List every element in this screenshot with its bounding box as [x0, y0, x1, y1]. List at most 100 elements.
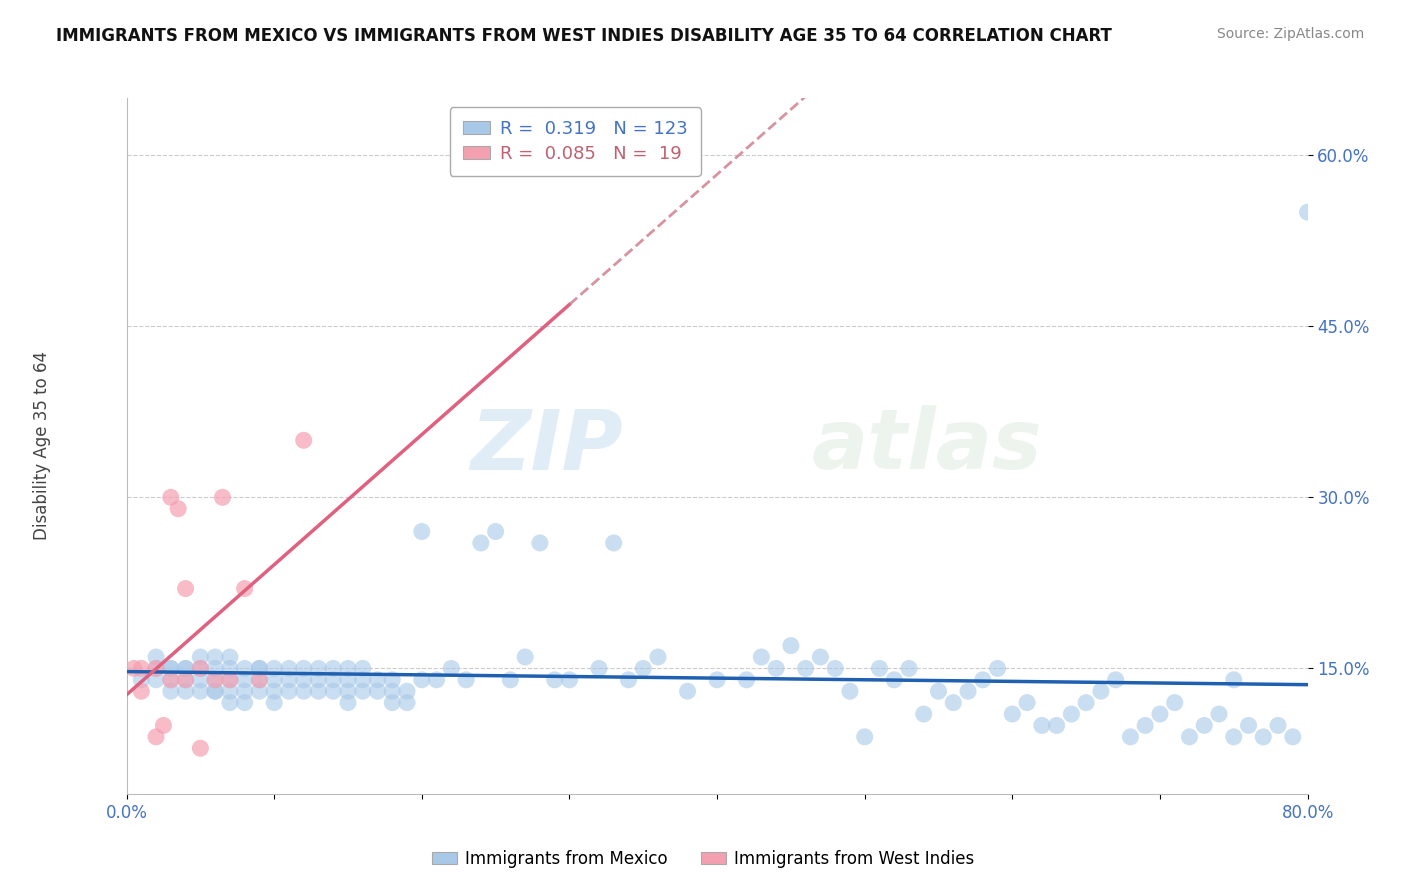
Point [987, 661, 1010, 675]
Point [381, 673, 404, 687]
Point [396, 696, 419, 710]
Point [352, 673, 374, 687]
Point [233, 673, 256, 687]
Text: Disability Age 35 to 64: Disability Age 35 to 64 [34, 351, 51, 541]
Point [1164, 696, 1187, 710]
Point [1105, 673, 1128, 687]
Point [307, 684, 329, 698]
Point [307, 661, 329, 675]
Point [484, 524, 508, 539]
Point [292, 434, 315, 448]
Point [1208, 706, 1230, 721]
Point [676, 684, 699, 698]
Point [454, 673, 477, 687]
Point [1282, 730, 1305, 744]
Point [188, 673, 211, 687]
Point [631, 661, 654, 675]
Point [247, 673, 270, 687]
Point [263, 661, 285, 675]
Point [159, 661, 183, 675]
Point [145, 673, 167, 687]
Point [1178, 730, 1201, 744]
Point [337, 696, 360, 710]
Legend: Immigrants from Mexico, Immigrants from West Indies: Immigrants from Mexico, Immigrants from … [425, 844, 981, 875]
Point [188, 661, 211, 675]
Point [810, 650, 832, 665]
Point [603, 536, 626, 550]
Point [470, 536, 492, 550]
Point [322, 661, 344, 675]
Point [188, 684, 211, 698]
Point [204, 673, 226, 687]
Point [204, 650, 226, 665]
Point [824, 661, 846, 675]
Point [1222, 673, 1246, 687]
Point [588, 661, 610, 675]
Point [838, 684, 860, 698]
Point [765, 661, 787, 675]
Point [247, 661, 270, 675]
Point [204, 673, 226, 687]
Text: IMMIGRANTS FROM MEXICO VS IMMIGRANTS FROM WEST INDIES DISABILITY AGE 35 TO 64 CO: IMMIGRANTS FROM MEXICO VS IMMIGRANTS FRO… [56, 27, 1112, 45]
Point [307, 673, 329, 687]
Point [204, 684, 226, 698]
Point [942, 696, 965, 710]
Point [1017, 696, 1039, 710]
Point [219, 684, 242, 698]
Point [1251, 730, 1274, 744]
Point [322, 684, 344, 698]
Point [145, 650, 167, 665]
Point [869, 661, 891, 675]
Point [278, 673, 301, 687]
Point [928, 684, 950, 698]
Point [529, 536, 551, 550]
Text: Source: ZipAtlas.com: Source: ZipAtlas.com [1216, 27, 1364, 41]
Point [617, 673, 640, 687]
Point [233, 684, 256, 698]
Point [263, 696, 285, 710]
Point [1296, 205, 1319, 219]
Point [425, 673, 447, 687]
Point [219, 696, 242, 710]
Point [1031, 718, 1053, 732]
Point [278, 684, 301, 698]
Point [188, 650, 211, 665]
Point [1133, 718, 1156, 732]
Point [204, 661, 226, 675]
Point [794, 661, 817, 675]
Text: atlas: atlas [811, 406, 1042, 486]
Point [129, 673, 153, 687]
Point [1149, 706, 1171, 721]
Point [1119, 730, 1142, 744]
Point [188, 661, 211, 675]
Point [558, 673, 581, 687]
Point [174, 582, 197, 596]
Point [159, 684, 183, 698]
Point [174, 673, 197, 687]
Point [263, 684, 285, 698]
Point [159, 673, 183, 687]
Point [366, 673, 388, 687]
Point [247, 661, 270, 675]
Point [1076, 696, 1098, 710]
Point [499, 673, 522, 687]
Point [233, 582, 256, 596]
Point [366, 684, 388, 698]
Point [174, 661, 197, 675]
Point [411, 673, 433, 687]
Point [956, 684, 979, 698]
Point [263, 673, 285, 687]
Text: ZIP: ZIP [470, 406, 623, 486]
Point [411, 524, 433, 539]
Point [219, 650, 242, 665]
Point [292, 684, 315, 698]
Point [219, 673, 242, 687]
Point [167, 501, 190, 516]
Point [1090, 684, 1112, 698]
Point [751, 650, 773, 665]
Point [219, 661, 242, 675]
Point [292, 673, 315, 687]
Point [1267, 718, 1289, 732]
Point [381, 696, 404, 710]
Point [1237, 718, 1260, 732]
